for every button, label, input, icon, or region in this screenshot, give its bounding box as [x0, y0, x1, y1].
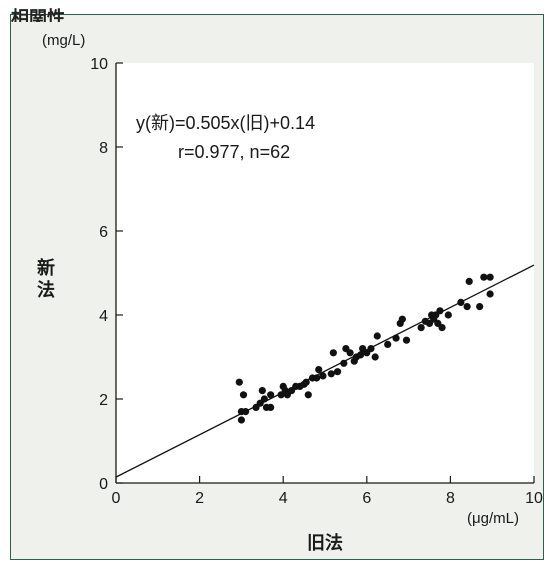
data-point: [304, 391, 312, 399]
axis-ticks: 0 2 4 6 8 10 0 2 4 6 8 10: [90, 56, 543, 507]
data-point: [465, 277, 473, 285]
regression-equation: y(新)=0.505x(旧)+0.14: [136, 113, 315, 133]
data-point: [302, 378, 310, 386]
data-point: [480, 273, 488, 281]
y-tick-label: 8: [99, 140, 108, 157]
data-point: [237, 416, 245, 424]
regression-line: [115, 264, 535, 478]
data-points: [235, 273, 494, 424]
y-tick-label: 0: [99, 476, 108, 493]
x-tick-label: 6: [362, 490, 371, 507]
data-point: [384, 340, 392, 348]
x-axis-title: 旧法: [307, 532, 343, 553]
y-tick-label: 4: [99, 308, 108, 325]
x-unit-label: (μg/mL): [467, 510, 519, 527]
caption-partial: 相関性: [11, 8, 65, 22]
data-point: [356, 351, 365, 359]
data-point: [315, 366, 323, 374]
data-point: [267, 403, 275, 411]
data-point: [313, 374, 321, 382]
data-point: [333, 368, 342, 376]
x-tick-label: 8: [446, 490, 455, 507]
y-unit-label: (mg/L): [42, 32, 85, 49]
data-point: [371, 353, 379, 361]
data-point: [486, 273, 494, 281]
data-point: [329, 349, 337, 357]
data-point: [327, 370, 335, 378]
data-point: [486, 290, 494, 298]
data-point: [457, 298, 465, 306]
y-axis-title: 新法: [37, 257, 55, 300]
data-point: [241, 408, 250, 416]
x-tick-label: 10: [525, 490, 543, 507]
data-point: [417, 324, 425, 332]
data-point: [267, 391, 275, 399]
plot-area: [116, 63, 534, 483]
data-point: [392, 334, 400, 342]
y-axis-title-char: 新: [37, 257, 55, 278]
data-point: [258, 387, 266, 395]
data-point: [346, 349, 354, 357]
data-point: [438, 324, 446, 332]
data-point: [373, 332, 381, 340]
x-tick-label: 4: [279, 490, 288, 507]
y-tick-label: 2: [99, 392, 108, 409]
y-tick-label: 6: [99, 224, 108, 241]
x-tick-label: 0: [112, 490, 121, 507]
correlation-stats: r=0.977, n=62: [178, 142, 290, 162]
data-point: [402, 336, 411, 344]
data-point: [463, 303, 471, 311]
x-tick-label: 2: [195, 490, 204, 507]
data-point: [367, 345, 375, 353]
data-point: [319, 372, 327, 380]
data-point: [436, 307, 444, 315]
data-point: [235, 378, 243, 386]
y-axis-title-char: 法: [37, 279, 55, 300]
data-point: [476, 303, 484, 311]
data-point: [340, 359, 348, 367]
data-point: [256, 399, 264, 407]
y-tick-label: 10: [90, 56, 108, 73]
data-point: [398, 315, 406, 323]
data-point: [444, 311, 452, 319]
data-point: [239, 391, 248, 399]
axes: [115, 63, 534, 484]
